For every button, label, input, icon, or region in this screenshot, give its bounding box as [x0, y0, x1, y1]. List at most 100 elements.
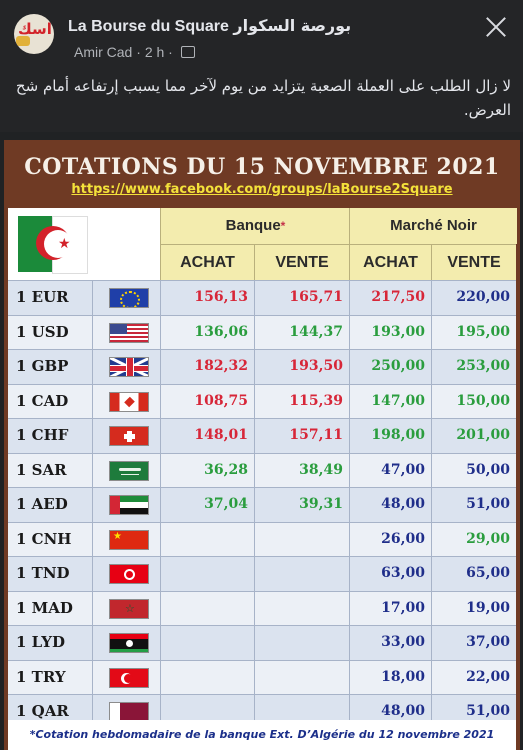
bank-vente-value: 39,31: [254, 488, 349, 522]
post-time[interactable]: 2 h: [144, 44, 165, 60]
black-market-header: Marché Noir: [349, 208, 517, 244]
ly-flag-icon: [109, 633, 149, 653]
bank-header-label: Banque: [225, 217, 281, 234]
currency-flag-cell: ★: [92, 522, 160, 556]
table-row: 1 SAR 36,28 38,49 47,00 50,00: [8, 452, 516, 487]
market-achat-value: 63,00: [349, 557, 431, 591]
us-flag-icon: [109, 322, 149, 343]
bank-vente-value: 193,50: [254, 350, 349, 384]
cn-flag-icon: ★: [109, 529, 149, 550]
table-header: ★ Banque* Marché Noir ACHAT VENTE ACHAT …: [8, 208, 517, 280]
table-row: 1 EUR 156,13 165,71 217,50 220,00: [8, 280, 516, 315]
group-link: https://www.facebook.com/groups/laBourse…: [71, 182, 453, 197]
post-header: اسك La Bourse du Square بورصة السكوار Am…: [0, 0, 523, 132]
post-meta: Amir Cad · 2 h ·: [74, 44, 195, 60]
privacy-icon: [180, 46, 195, 58]
market-vente-value: 65,00: [431, 557, 516, 591]
table-row: 1 LYD 33,00 37,00: [8, 625, 516, 660]
bank-achat-header: ACHAT: [160, 244, 254, 280]
rates-image[interactable]: COTATIONS DU 15 NOVEMBRE 2021 https://ww…: [4, 140, 520, 750]
group-name-latin[interactable]: La Bourse du Square: [68, 18, 229, 35]
group-name-arabic[interactable]: بورصة السكوار: [233, 16, 352, 35]
eu-flag-icon: [109, 288, 149, 308]
meta-separator: ·: [136, 44, 141, 60]
market-vente-value: 220,00: [431, 281, 516, 315]
market-vente-value: 37,00: [431, 626, 516, 660]
market-achat-value: 18,00: [349, 660, 431, 694]
bank-achat-value: [160, 522, 254, 556]
table-row: 1 GBP 182,32 193,50 250,00 253,00: [8, 349, 516, 384]
bank-achat-value: 36,28: [160, 453, 254, 487]
market-vente-header: VENTE: [431, 244, 516, 280]
bank-vente-value: 38,49: [254, 453, 349, 487]
market-vente-value: 29,00: [431, 522, 516, 556]
bank-header: Banque*: [160, 208, 350, 244]
market-achat-value: 17,00: [349, 591, 431, 625]
market-vente-value: 50,00: [431, 453, 516, 487]
currency-code: 1 TND: [8, 557, 92, 591]
currency-code: 1 GBP: [8, 350, 92, 384]
qa-flag-icon: [109, 702, 149, 722]
market-achat-value: 217,50: [349, 281, 431, 315]
market-achat-value: 147,00: [349, 384, 431, 418]
market-achat-header: ACHAT: [349, 244, 431, 280]
currency-code: 1 USD: [8, 315, 92, 349]
currency-code: 1 CHF: [8, 419, 92, 453]
currency-code: 1 SAR: [8, 453, 92, 487]
ae-flag-icon: [109, 495, 149, 515]
currency-code: 1 CNH: [8, 522, 92, 556]
currency-flag-cell: [92, 660, 160, 694]
currency-code: 1 CAD: [8, 384, 92, 418]
currency-code: 1 AED: [8, 488, 92, 522]
rates-title: COTATIONS DU 15 NOVEMBRE 2021: [24, 154, 500, 180]
bank-achat-value: 136,06: [160, 315, 254, 349]
market-achat-value: 33,00: [349, 626, 431, 660]
author-name[interactable]: Amir Cad: [74, 44, 133, 60]
currency-flag-cell: [92, 419, 160, 453]
currency-code: 1 TRY: [8, 660, 92, 694]
tr-flag-icon: [109, 667, 149, 688]
bank-vente-value: 157,11: [254, 419, 349, 453]
bank-vente-value: 115,39: [254, 384, 349, 418]
ch-flag-icon: [109, 426, 149, 446]
market-vente-value: 253,00: [431, 350, 516, 384]
avatar-logo-shape: [16, 36, 30, 46]
currency-flag-cell: [92, 626, 160, 660]
currency-flag-cell: ☆: [92, 591, 160, 625]
table-row: 1 MAD ☆ 17,00 19,00: [8, 590, 516, 625]
bank-achat-value: [160, 660, 254, 694]
bank-achat-value: 182,32: [160, 350, 254, 384]
bank-header-mark: *: [280, 219, 286, 233]
bank-achat-value: 108,75: [160, 384, 254, 418]
currency-code: 1 MAD: [8, 591, 92, 625]
market-vente-value: 201,00: [431, 419, 516, 453]
table-row: 1 CAD 108,75 115,39 147,00 150,00: [8, 383, 516, 418]
avatar-logo-text: اسك: [18, 20, 52, 38]
table-row: 1 USD 136,06 144,37 193,00 195,00: [8, 314, 516, 349]
bank-achat-value: [160, 626, 254, 660]
market-achat-value: 48,00: [349, 488, 431, 522]
table-body: 1 EUR 156,13 165,71 217,50 220,00 1 USD 136,06…: [8, 280, 516, 729]
bank-vente-header: VENTE: [254, 244, 349, 280]
bank-achat-value: [160, 557, 254, 591]
footnote: *Cotation hebdomadaire de la banque Ext.…: [8, 720, 516, 750]
market-achat-value: 47,00: [349, 453, 431, 487]
bank-achat-value: 156,13: [160, 281, 254, 315]
currency-code: 1 EUR: [8, 281, 92, 315]
sa-flag-icon: [109, 460, 149, 481]
market-achat-value: 193,00: [349, 315, 431, 349]
currency-flag-cell: [92, 281, 160, 315]
market-vente-value: 19,00: [431, 591, 516, 625]
currency-code: 1 LYD: [8, 626, 92, 660]
bank-achat-value: 37,04: [160, 488, 254, 522]
group-avatar[interactable]: اسك: [14, 14, 54, 54]
meta-separator: ·: [168, 44, 173, 60]
bank-achat-value: 148,01: [160, 419, 254, 453]
close-icon[interactable]: [481, 12, 511, 42]
currency-flag-cell: [92, 315, 160, 349]
group-name[interactable]: La Bourse du Square بورصة السكوار: [68, 16, 351, 36]
ca-flag-icon: [109, 391, 149, 412]
table-row: 1 TRY 18,00 22,00: [8, 659, 516, 694]
market-vente-value: 150,00: [431, 384, 516, 418]
ma-flag-icon: ☆: [109, 598, 149, 619]
